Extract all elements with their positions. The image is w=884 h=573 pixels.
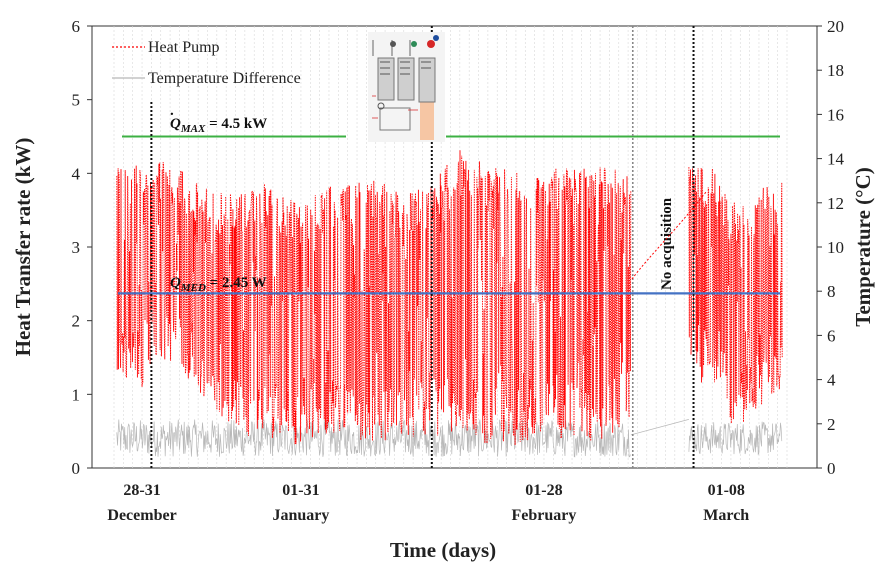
temperature-difference-series (116, 418, 783, 458)
right-axis-ticks: 0 2 4 6 8 10 12 14 16 18 20 (817, 17, 845, 478)
y-axis-left-title: Heat Transfer rate (kW) (11, 138, 35, 357)
heat-pump-line (116, 150, 632, 446)
right-tick-label: 14 (827, 150, 845, 169)
temperature-difference-line (116, 418, 631, 458)
left-axis-ticks: 0 1 2 3 4 5 6 (72, 17, 92, 478)
x-range-label: 01-28 (525, 482, 562, 499)
system-schematic-inset (368, 32, 445, 142)
x-month-label: March (703, 507, 749, 524)
x-month-label: December (107, 507, 176, 524)
right-tick-label: 10 (827, 238, 844, 257)
legend-temperature-difference-label: Temperature Difference (148, 70, 301, 87)
svg-text:QMAX = 4.5 kW: QMAX = 4.5 kW (170, 116, 267, 135)
x-axis-title: Time (days) (390, 538, 496, 562)
svg-text:QMED = 2.45 W: QMED = 2.45 W (170, 275, 267, 294)
left-tick-label: 4 (72, 164, 81, 183)
right-tick-label: 4 (827, 371, 836, 390)
svg-text:.: . (170, 103, 174, 119)
no-acquisition-pointer (631, 191, 707, 280)
heat-pump-line (688, 167, 783, 424)
legend-heat-pump-label: Heat Pump (148, 39, 220, 56)
left-tick-label: 5 (72, 91, 81, 110)
right-tick-label: 18 (827, 61, 844, 80)
x-range-label: 28-31 (123, 482, 160, 499)
q-max-annotation: QMAX = 4.5 kW . (170, 103, 267, 135)
x-month-label: February (512, 507, 577, 524)
heat-pump-series (116, 150, 783, 446)
x-range-label: 01-08 (708, 482, 745, 499)
left-tick-label: 2 (72, 312, 81, 331)
temperature-difference-line (688, 421, 783, 456)
left-tick-label: 6 (72, 17, 81, 36)
x-range-label: 01-31 (282, 482, 319, 499)
x-axis-date-labels: 28-31 December 01-31 January 01-28 February 01… (107, 482, 749, 524)
right-tick-label: 12 (827, 194, 844, 213)
left-tick-label: 0 (72, 459, 81, 478)
no-acquisition-label: No acquisition (659, 197, 675, 290)
right-tick-label: 0 (827, 459, 836, 478)
legend: Heat Pump Temperature Difference (112, 39, 301, 87)
x-month-label: January (272, 507, 329, 524)
right-tick-label: 6 (827, 326, 836, 345)
right-tick-label: 2 (827, 415, 836, 434)
left-tick-label: 1 (72, 385, 81, 404)
right-tick-label: 20 (827, 17, 844, 36)
y-axis-right-title: Temperature (°C) (851, 167, 875, 326)
reference-lines (118, 135, 780, 295)
temperature-difference-gap-line (630, 419, 689, 436)
right-tick-label: 16 (827, 105, 844, 124)
q-med-annotation: QMED = 2.45 W (170, 275, 267, 294)
right-tick-label: 8 (827, 282, 836, 301)
left-tick-label: 3 (72, 238, 81, 257)
